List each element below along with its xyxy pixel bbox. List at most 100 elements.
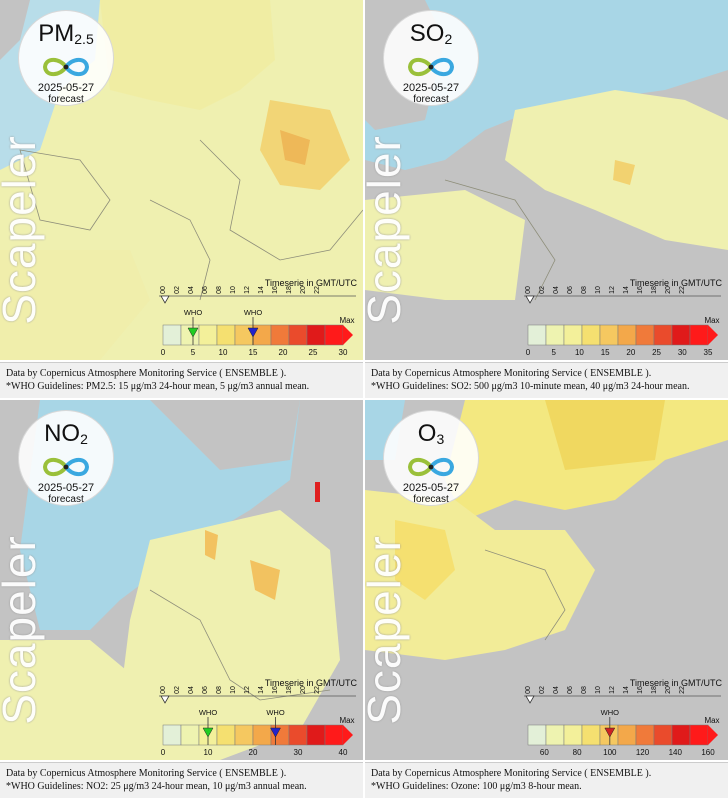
hour-tick-label: 14 xyxy=(623,686,630,694)
scale-tick-label: 60 xyxy=(540,748,549,757)
hour-tick-label: 06 xyxy=(567,686,574,694)
who-marker-icon xyxy=(187,327,199,338)
hour-tick-label: 14 xyxy=(623,286,630,294)
scale-tick-label: 20 xyxy=(279,348,288,357)
hour-tick-label: 06 xyxy=(567,286,574,294)
scale-swatch xyxy=(581,724,601,746)
footer-who: *WHO Guidelines: PM2.5: 15 μg/m3 24-hour… xyxy=(6,381,310,392)
scapeler-watermark: Scapeler xyxy=(0,535,45,725)
who-marker-icon xyxy=(604,727,616,738)
hour-tick-label: 12 xyxy=(244,686,251,694)
footer-source: Data by Copernicus Atmosphere Monitoring… xyxy=(371,368,652,379)
hour-tick-label: 08 xyxy=(581,286,588,294)
hour-tick-label: 10 xyxy=(595,286,602,294)
so2-footer: Data by Copernicus Atmosphere Monitoring… xyxy=(365,362,728,398)
who-label: WHO xyxy=(199,708,217,717)
scale-swatch xyxy=(617,724,637,746)
scale-swatch xyxy=(581,324,601,346)
scale-swatch xyxy=(324,324,344,346)
scale-swatch xyxy=(545,724,565,746)
hour-tick-label: 16 xyxy=(637,286,644,294)
hour-tick-label: 02 xyxy=(174,686,181,694)
current-time-arrow-icon[interactable] xyxy=(525,695,535,704)
hour-tick-label: 00 xyxy=(160,686,167,694)
footer-source: Data by Copernicus Atmosphere Monitoring… xyxy=(371,768,652,779)
hour-tick-label: 12 xyxy=(609,686,616,694)
panel-o3: O3 2025-05-27 forecast Scapeler Timeseri… xyxy=(365,400,728,798)
no2-date: 2025-05-27 xyxy=(37,482,95,494)
who-label: WHO xyxy=(266,708,284,717)
hour-tick-label: 10 xyxy=(595,686,602,694)
scale-swatch xyxy=(635,724,655,746)
hour-tick-label: 12 xyxy=(609,286,616,294)
scale-swatch xyxy=(198,324,218,346)
o3-title: O3 xyxy=(417,420,445,448)
max-arrow-icon xyxy=(343,725,353,745)
pm25-date: 2025-05-27 xyxy=(37,82,95,94)
who-marker-icon xyxy=(247,327,259,338)
scapeler-watermark: Scapeler xyxy=(365,535,410,725)
current-time-arrow-icon[interactable] xyxy=(160,295,170,304)
hour-tick-label: 12 xyxy=(244,286,251,294)
hour-tick-label: 22 xyxy=(679,686,686,694)
panel-pm25: PM2.5 2025-05-27 forecast Scapeler Times… xyxy=(0,0,363,398)
scale-swatch xyxy=(671,324,691,346)
timeserie-label: Timeserie in GMT/UTC xyxy=(264,678,357,688)
scale-swatch xyxy=(545,324,565,346)
hour-tick-label: 16 xyxy=(272,686,279,694)
panel-no2: NO2 2025-05-27 forecast Scapeler Timeser… xyxy=(0,400,363,798)
o3-date: 2025-05-27 xyxy=(402,482,460,494)
max-label: Max xyxy=(704,316,719,325)
o3-badge: O3 2025-05-27 forecast xyxy=(383,410,479,506)
scale-tick-label: 140 xyxy=(669,748,683,757)
scale-swatch xyxy=(180,724,200,746)
hour-tick-label: 04 xyxy=(553,286,560,294)
hour-tick-label: 10 xyxy=(230,686,237,694)
infinity-logo-icon xyxy=(42,57,90,77)
so2-forecast-label: forecast xyxy=(413,94,449,105)
scale-tick-label: 5 xyxy=(191,348,196,357)
hour-tick-label: 04 xyxy=(553,686,560,694)
scale-swatch xyxy=(527,724,547,746)
scapeler-watermark: Scapeler xyxy=(0,135,45,325)
scale-tick-label: 25 xyxy=(309,348,318,357)
scale-tick-label: 15 xyxy=(249,348,258,357)
scale-tick-label: 15 xyxy=(601,348,610,357)
scale-tick-label: 20 xyxy=(626,348,635,357)
hour-tick-label: 20 xyxy=(300,286,307,294)
footer-who: *WHO Guidelines: SO2: 500 μg/m3 10-minut… xyxy=(371,381,690,392)
o3-legend: 00 02 04 06 08 10 12 14 16 18 20 22 Max 60 80 100 120 140… xyxy=(524,686,721,757)
no2-badge: NO2 2025-05-27 forecast xyxy=(18,410,114,506)
footer-source: Data by Copernicus Atmosphere Monitoring… xyxy=(6,768,287,779)
scale-swatch xyxy=(252,724,272,746)
who-marker-icon xyxy=(270,727,281,738)
current-time-arrow-icon[interactable] xyxy=(525,295,535,304)
hour-tick-label: 02 xyxy=(539,686,546,694)
hour-tick-label: 04 xyxy=(188,686,195,694)
scale-swatch xyxy=(563,724,583,746)
hour-tick-label: 20 xyxy=(300,686,307,694)
hour-tick-label: 04 xyxy=(188,286,195,294)
footer-source: Data by Copernicus Atmosphere Monitoring… xyxy=(6,368,287,379)
scale-swatch xyxy=(288,724,308,746)
scale-swatch xyxy=(635,324,655,346)
timeserie-label: Timeserie in GMT/UTC xyxy=(629,678,722,688)
current-time-arrow-icon[interactable] xyxy=(160,695,170,704)
no2-legend: 00 02 04 06 08 10 12 14 16 18 20 22 Max 0 10 20 30 40 WHO W… xyxy=(159,686,356,757)
scale-tick-label: 0 xyxy=(161,748,166,757)
scale-swatch xyxy=(527,324,547,346)
scale-tick-label: 40 xyxy=(339,748,348,757)
pm25-badge: PM2.5 2025-05-27 forecast xyxy=(18,10,114,106)
scale-swatch xyxy=(216,324,236,346)
scale-tick-label: 160 xyxy=(701,748,715,757)
hour-tick-label: 18 xyxy=(286,286,293,294)
scale-tick-label: 25 xyxy=(652,348,661,357)
infinity-logo-icon xyxy=(42,457,90,477)
hour-tick-label: 16 xyxy=(272,286,279,294)
scale-tick-label: 100 xyxy=(603,748,617,757)
scale-tick-label: 10 xyxy=(575,348,584,357)
hour-tick-label: 14 xyxy=(258,686,265,694)
hour-tick-label: 18 xyxy=(651,686,658,694)
o3-footer: Data by Copernicus Atmosphere Monitoring… xyxy=(365,762,728,798)
scale-tick-label: 10 xyxy=(204,748,213,757)
